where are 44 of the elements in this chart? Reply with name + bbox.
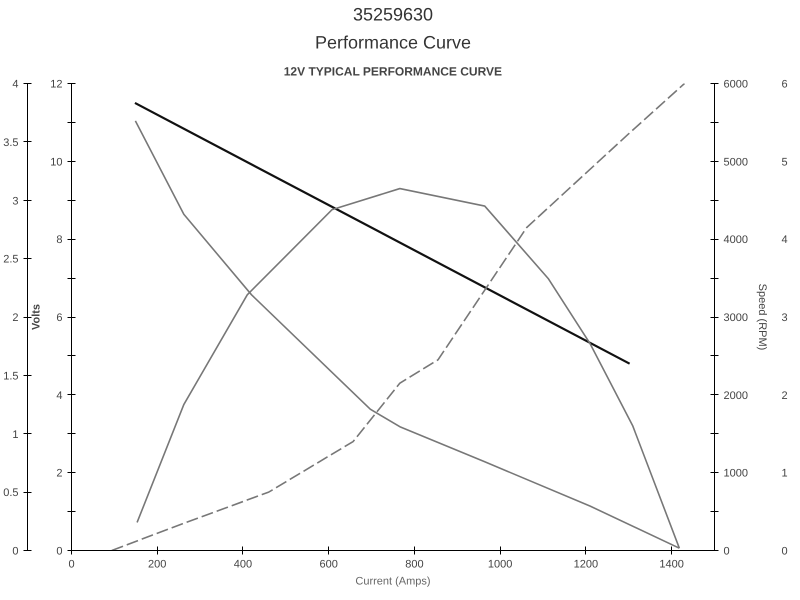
y2-tick-label: 4000 — [724, 234, 748, 246]
x-tick-label: 200 — [148, 558, 166, 570]
y2-tick-label: 3000 — [724, 312, 748, 324]
y3-tick-label: 2.5 — [3, 254, 19, 266]
y3-tick-label: 0 — [12, 546, 19, 558]
x-tick-label: 1400 — [659, 558, 684, 570]
y-tick-label: 0 — [56, 546, 63, 558]
text: 12V TYPICAL PERFORMANCE CURVE — [284, 64, 502, 78]
y2-tick-label: 5000 — [724, 156, 748, 168]
x-tick-label: 400 — [234, 558, 252, 570]
y2-axis-title: Speed (RPM) — [756, 284, 768, 350]
text: 2 — [782, 390, 788, 402]
y-tick-label: 10 — [50, 156, 63, 168]
y-tick-label: 12 — [50, 78, 63, 90]
x-tick-label: 0 — [68, 558, 75, 570]
text: 1 — [782, 468, 788, 480]
text: 0 — [782, 546, 788, 558]
y3-tick-label: 0.5 — [3, 487, 19, 500]
y3-tick-label: 1.5 — [3, 370, 19, 382]
y2-tick-label: 1000 — [724, 468, 748, 480]
y2-tick-label: 2000 — [724, 390, 748, 402]
text: 6 — [782, 78, 788, 90]
y-axis-title: Volts — [30, 304, 42, 330]
text: 5 — [782, 156, 788, 168]
y3-tick-label: 3.5 — [3, 136, 19, 149]
x-tick-label: 1000 — [488, 558, 512, 570]
y3-tick-label: 1 — [12, 428, 19, 441]
x-tick-label: 800 — [405, 558, 424, 570]
y-tick-label: 8 — [56, 234, 63, 246]
y-tick-label: 2 — [56, 468, 63, 480]
text: 3 — [782, 312, 788, 324]
y-tick-label: 4 — [56, 390, 63, 402]
y3-tick-label: 3 — [12, 195, 19, 208]
y-tick-label: 6 — [56, 312, 63, 324]
text: 4 — [782, 234, 788, 246]
x-tick-label: 600 — [320, 558, 338, 570]
y2-tick-label: 6000 — [724, 78, 748, 90]
x-tick-label: 1200 — [574, 558, 598, 570]
chart-title: 35259630 — [352, 4, 434, 24]
y2-tick-label: 0 — [724, 546, 730, 558]
chart-subtitle: Performance Curve — [314, 32, 472, 52]
y3-tick-label: 4 — [12, 78, 19, 90]
x-axis-title: Current (Amps) — [355, 576, 431, 588]
y3-tick-label: 2 — [12, 312, 19, 324]
